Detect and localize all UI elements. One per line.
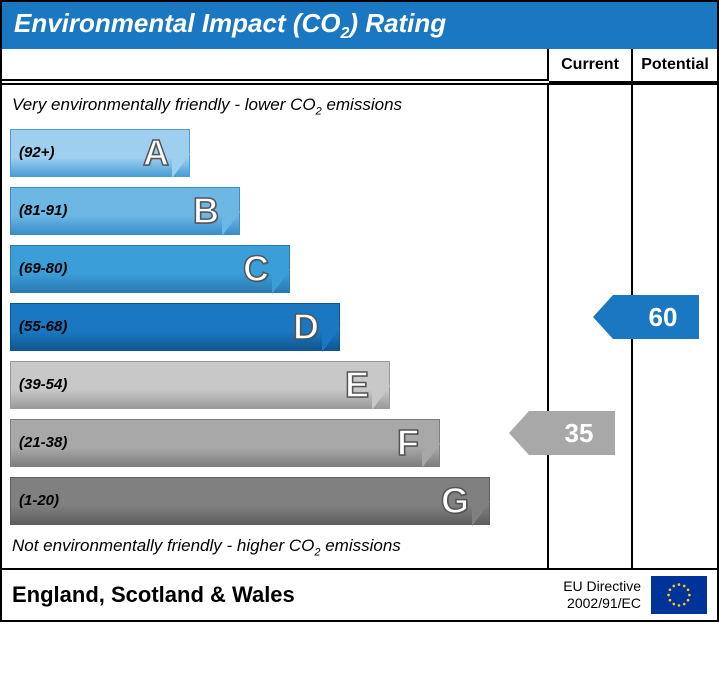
band-chevron-a (172, 130, 190, 178)
directive-label: EU Directive 2002/91/EC (563, 578, 641, 612)
band-row-e: (39-54) E (10, 358, 547, 412)
chart-body: Very environmentally friendly - lower CO… (2, 83, 717, 568)
band-letter-d: D (293, 306, 319, 348)
column-potential: 60 (633, 85, 717, 568)
band-bar-f: (21-38) F (10, 419, 440, 467)
bands-panel: Very environmentally friendly - lower CO… (2, 85, 549, 568)
title-suffix: ) Rating (349, 8, 446, 38)
band-row-g: (1-20) G (10, 474, 547, 528)
pointer-potential-value: 60 (649, 302, 678, 333)
band-letter-g: G (441, 480, 469, 522)
title-prefix: Environmental Impact (CO (14, 8, 341, 38)
band-row-d: (55-68) D (10, 300, 547, 354)
note-top: Very environmentally friendly - lower CO… (2, 91, 547, 121)
band-range-c: (69-80) (11, 260, 67, 277)
band-chevron-c (272, 246, 290, 294)
directive-line2: 2002/91/EC (567, 595, 641, 611)
note-bottom-suffix: emissions (320, 536, 400, 555)
pointer-current-arrow-icon (509, 411, 529, 455)
note-bottom: Not environmentally friendly - higher CO… (2, 532, 547, 562)
band-letter-f: F (397, 422, 419, 464)
band-row-c: (69-80) C (10, 242, 547, 296)
eir-chart: Environmental Impact (CO2) Rating Curren… (0, 0, 719, 622)
pointer-potential-arrow-icon (593, 295, 613, 339)
band-range-f: (21-38) (11, 434, 67, 451)
title-bar: Environmental Impact (CO2) Rating (2, 2, 717, 49)
band-letter-a: A (143, 132, 169, 174)
note-top-prefix: Very environmentally friendly - lower CO (12, 95, 316, 114)
band-range-e: (39-54) (11, 376, 67, 393)
column-header-potential: Potential (633, 49, 717, 83)
band-range-b: (81-91) (11, 202, 67, 219)
band-chevron-g (472, 478, 490, 526)
column-header-row: Current Potential (2, 49, 717, 83)
band-row-a: (92+) A (10, 126, 547, 180)
band-bar-b: (81-91) B (10, 187, 240, 235)
note-bottom-prefix: Not environmentally friendly - higher CO (12, 536, 314, 555)
column-header-current: Current (549, 49, 633, 83)
band-letter-b: B (193, 190, 219, 232)
band-bar-d: (55-68) D (10, 303, 340, 351)
band-row-b: (81-91) B (10, 184, 547, 238)
title-text: Environmental Impact (CO2) Rating (14, 8, 446, 38)
band-letter-e: E (345, 364, 369, 406)
pointer-potential: 60 (613, 295, 699, 339)
band-range-g: (1-20) (11, 492, 59, 509)
band-row-f: (21-38) F (10, 416, 547, 470)
pointer-current: 35 (529, 411, 615, 455)
region-label: England, Scotland & Wales (12, 582, 563, 608)
directive-line1: EU Directive (563, 578, 641, 594)
band-letter-c: C (243, 248, 269, 290)
bands-container: (92+) A (81-91) B (69-80) C (55-68) D (39-54) E (2… (2, 126, 547, 528)
eu-flag-icon (651, 576, 707, 614)
band-chevron-f (422, 420, 440, 468)
band-range-a: (92+) (11, 144, 54, 161)
band-bar-g: (1-20) G (10, 477, 490, 525)
band-chevron-d (322, 304, 340, 352)
band-bar-a: (92+) A (10, 129, 190, 177)
band-chevron-b (222, 188, 240, 236)
band-chevron-e (372, 362, 390, 410)
pointer-current-value: 35 (565, 418, 594, 449)
band-bar-e: (39-54) E (10, 361, 390, 409)
band-bar-c: (69-80) C (10, 245, 290, 293)
footer: England, Scotland & Wales EU Directive 2… (2, 568, 717, 620)
band-range-d: (55-68) (11, 318, 67, 335)
column-header-spacer (2, 49, 549, 81)
note-top-suffix: emissions (322, 95, 402, 114)
